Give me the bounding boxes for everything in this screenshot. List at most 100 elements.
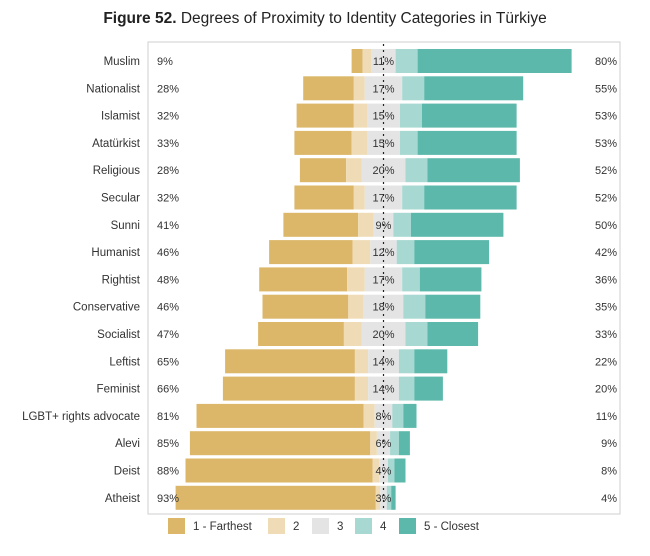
bar-segment-3-s1 [294,130,352,155]
legend-label: 2 [293,521,299,533]
left-total-label: 32% [157,193,179,205]
row-6: Sunni 41% 9% 50% [111,212,617,237]
legend-item-4: 4 [355,518,387,534]
legend-label: 3 [337,521,343,533]
bar-segment-2-s1 [296,103,354,128]
category-label: Religious [93,165,141,177]
row-10: Socialist 47% 20% 33% [97,322,617,346]
figure-title-text: Degrees of Proximity to Identity Categor… [180,10,547,27]
right-total-label: 9% [601,438,617,450]
bar-segment-16-s5 [391,485,396,510]
category-label: Deist [114,466,141,478]
row-4: Religious 28% 20% 52% [93,158,617,183]
bar-segment-6-s4 [393,212,411,237]
bar-segment-11-s4 [398,349,415,374]
bar-segment-9-s2 [348,294,364,319]
bar-segment-11-s2 [354,349,369,374]
bar-segment-3-s2 [351,130,367,155]
legend-swatch [312,518,329,534]
neutral-label: 12% [372,247,394,259]
row-2: Islamist 32% 15% 53% [101,103,617,128]
chart-legend: 1 - Farthest 2 3 4 5 - Closest [168,518,480,534]
neutral-label: 14% [372,384,394,396]
right-total-label: 52% [595,165,617,177]
category-label: LGBT+ rights advocate [22,411,140,423]
legend-swatch [355,518,372,534]
category-label: Islamist [101,111,141,123]
row-7: Humanist 46% 12% 42% [91,240,617,265]
row-8: Rightist 48% 17% 36% [102,267,617,292]
category-label: Atheist [105,493,141,505]
legend-item-5: 5 - Closest [399,518,480,534]
bar-segment-8-s4 [402,267,420,292]
bar-segment-10-s4 [405,322,428,346]
bar-segment-5-s5 [424,185,517,210]
row-0: Muslim 9% 11% 80% [104,49,617,73]
bar-segment-15-s2 [372,458,380,483]
bar-segment-7-s2 [352,240,371,265]
category-label: Socialist [97,329,141,341]
bar-segment-0-s4 [395,49,418,73]
bar-segment-2-s5 [422,103,517,128]
category-label: Rightist [102,274,141,286]
bar-segment-7-s4 [396,240,415,265]
bar-segment-2-s4 [400,103,422,128]
bar-segment-0-s2 [362,49,372,73]
right-total-label: 50% [595,220,617,232]
right-total-label: 35% [595,302,617,314]
category-label: Alevi [115,438,140,450]
legend-swatch [399,518,416,534]
left-total-label: 66% [157,384,179,396]
bar-segment-15-s1 [185,458,373,483]
bar-segment-16-s2 [375,485,381,510]
legend-label: 4 [380,521,387,533]
neutral-label: 18% [372,302,394,314]
category-label: Leftist [109,356,140,368]
bar-segment-4-s1 [299,158,347,183]
bar-segment-4-s4 [405,158,428,183]
right-total-label: 52% [595,193,617,205]
bar-segment-5-s4 [402,185,425,210]
bar-segment-8-s1 [259,267,348,292]
right-total-label: 80% [595,56,617,68]
left-total-label: 47% [157,329,179,341]
bar-segment-11-s5 [414,349,448,374]
bar-segment-12-s4 [398,376,415,401]
left-total-label: 32% [157,111,179,123]
bar-segment-14-s2 [370,431,377,456]
category-label: Humanist [91,247,140,259]
legend-label: 5 - Closest [424,521,480,533]
bar-segment-10-s5 [427,322,479,346]
row-12: Feminist 66% 14% 20% [97,376,617,401]
legend-item-1: 1 - Farthest [168,518,253,534]
bar-segment-4-s5 [427,158,520,183]
neutral-label: 17% [372,83,394,95]
bar-segment-0-s5 [417,49,572,73]
bar-segment-7-s1 [269,240,353,265]
left-total-label: 28% [157,165,179,177]
chart-rows: Muslim 9% 11% 80% Nationalist 28% 17% 55% Islami… [22,49,617,510]
bar-segment-13-s5 [403,403,417,428]
neutral-label: 15% [372,138,394,150]
row-14: Alevi 85% 6% 9% [115,431,617,456]
bar-segment-11-s1 [225,349,355,374]
left-total-label: 85% [157,438,179,450]
bar-segment-1-s5 [424,76,524,101]
neutral-label: 17% [372,274,394,286]
category-label: Conservative [73,302,140,314]
bar-segment-4-s2 [346,158,362,183]
right-total-label: 8% [601,466,617,478]
plot-frame [147,41,621,515]
bar-segment-14-s3 [376,431,391,456]
neutral-label: 17% [372,193,394,205]
left-total-label: 33% [157,138,179,150]
bar-segment-2-s2 [353,103,367,128]
bar-segment-9-s4 [403,294,426,319]
bar-segment-1-s2 [353,76,365,101]
neutral-label: 20% [372,329,394,341]
bar-segment-10-s1 [258,322,344,346]
bar-segment-14-s1 [189,431,371,456]
left-total-label: 28% [157,83,179,95]
bar-segment-9-s5 [425,294,481,319]
bar-segment-3-s5 [417,130,517,155]
